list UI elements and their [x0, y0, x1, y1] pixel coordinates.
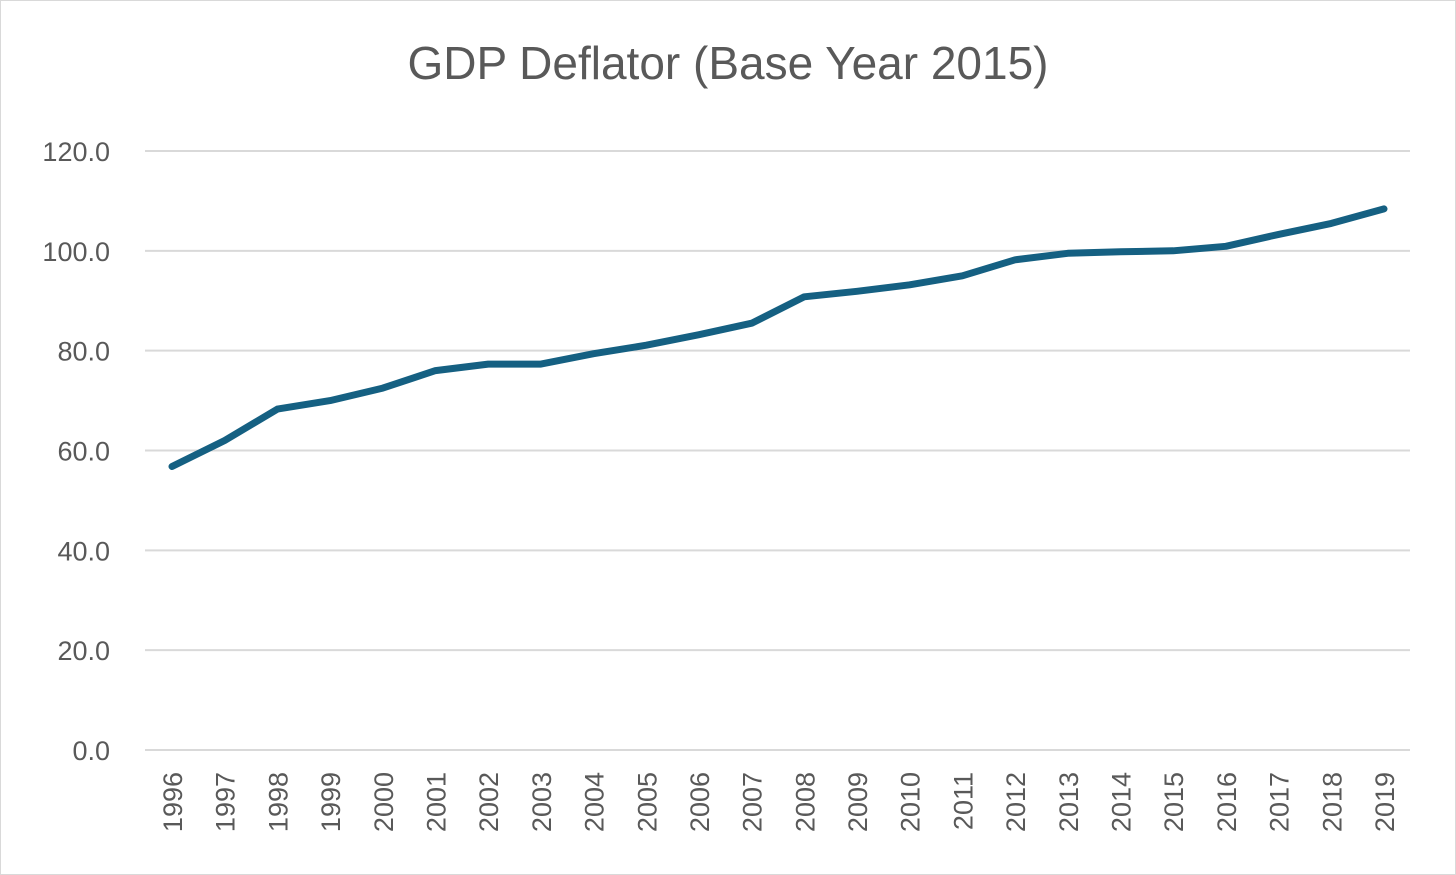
data-point: [748, 320, 755, 327]
y-tick-label: 20.0: [57, 636, 110, 666]
x-tick-label: 1997: [211, 772, 241, 832]
data-point: [327, 397, 334, 404]
x-tick-label: 2002: [474, 772, 504, 832]
series-layer: [168, 205, 1388, 470]
data-point: [221, 437, 228, 444]
x-tick-label: 1998: [263, 772, 293, 832]
data-point: [959, 272, 966, 279]
data-point: [695, 331, 702, 338]
data-point: [1117, 248, 1124, 255]
data-point: [1328, 220, 1335, 227]
y-tick-label: 60.0: [57, 437, 110, 467]
x-tick-label: 2019: [1370, 772, 1400, 832]
y-tick-label: 80.0: [57, 337, 110, 367]
x-tick-label: 2012: [1001, 772, 1031, 832]
data-point: [1170, 247, 1177, 254]
x-tick-label: 2004: [580, 772, 610, 832]
x-tick-label: 1999: [316, 772, 346, 832]
x-tick-label: 2009: [843, 772, 873, 832]
x-tick-label: 2015: [1159, 772, 1189, 832]
y-tick-label: 120.0: [42, 137, 110, 167]
x-tick-label: 2016: [1212, 772, 1242, 832]
y-axis-labels: 0.0 20.0 40.0 60.0 80.0 100.0 120.0: [42, 137, 110, 766]
data-point: [1381, 205, 1387, 212]
x-tick-label: 2003: [527, 772, 557, 832]
data-point: [1064, 250, 1071, 257]
data-point: [1012, 256, 1019, 263]
x-tick-label: 1996: [158, 772, 188, 832]
x-tick-label: 2010: [896, 772, 926, 832]
data-point: [1275, 231, 1282, 238]
x-tick-label: 2011: [948, 772, 978, 830]
y-tick-label: 0.0: [72, 736, 110, 766]
x-tick-label: 2007: [738, 772, 768, 832]
data-point: [854, 288, 861, 295]
data-point: [379, 385, 386, 392]
data-point: [274, 406, 281, 413]
data-point: [537, 361, 544, 368]
data-point: [906, 281, 913, 288]
x-tick-label: 2008: [790, 772, 820, 832]
data-point: [801, 293, 808, 300]
x-tick-label: 2005: [632, 772, 662, 832]
data-point: [485, 361, 492, 368]
data-point: [643, 342, 650, 349]
chart-title: GDP Deflator (Base Year 2015): [407, 37, 1049, 89]
x-tick-label: 2013: [1054, 772, 1084, 832]
y-tick-label: 100.0: [42, 237, 110, 267]
data-point: [1222, 243, 1229, 250]
x-tick-label: 2006: [685, 772, 715, 832]
x-tick-label: 2018: [1317, 772, 1347, 832]
data-point: [432, 367, 439, 374]
series-line: [168, 205, 1388, 470]
x-axis-labels: 1996 1997 1998 1999 2000 2001 2002 2003 2004 2005…: [158, 772, 1400, 832]
x-tick-label: 2014: [1107, 772, 1137, 832]
y-tick-label: 40.0: [57, 536, 110, 566]
gridlines: [145, 150, 1410, 751]
data-point: [169, 463, 175, 470]
x-tick-label: 2001: [421, 772, 451, 832]
x-tick-label: 2017: [1265, 772, 1295, 832]
data-point: [590, 350, 597, 357]
x-tick-label: 2000: [369, 772, 399, 832]
